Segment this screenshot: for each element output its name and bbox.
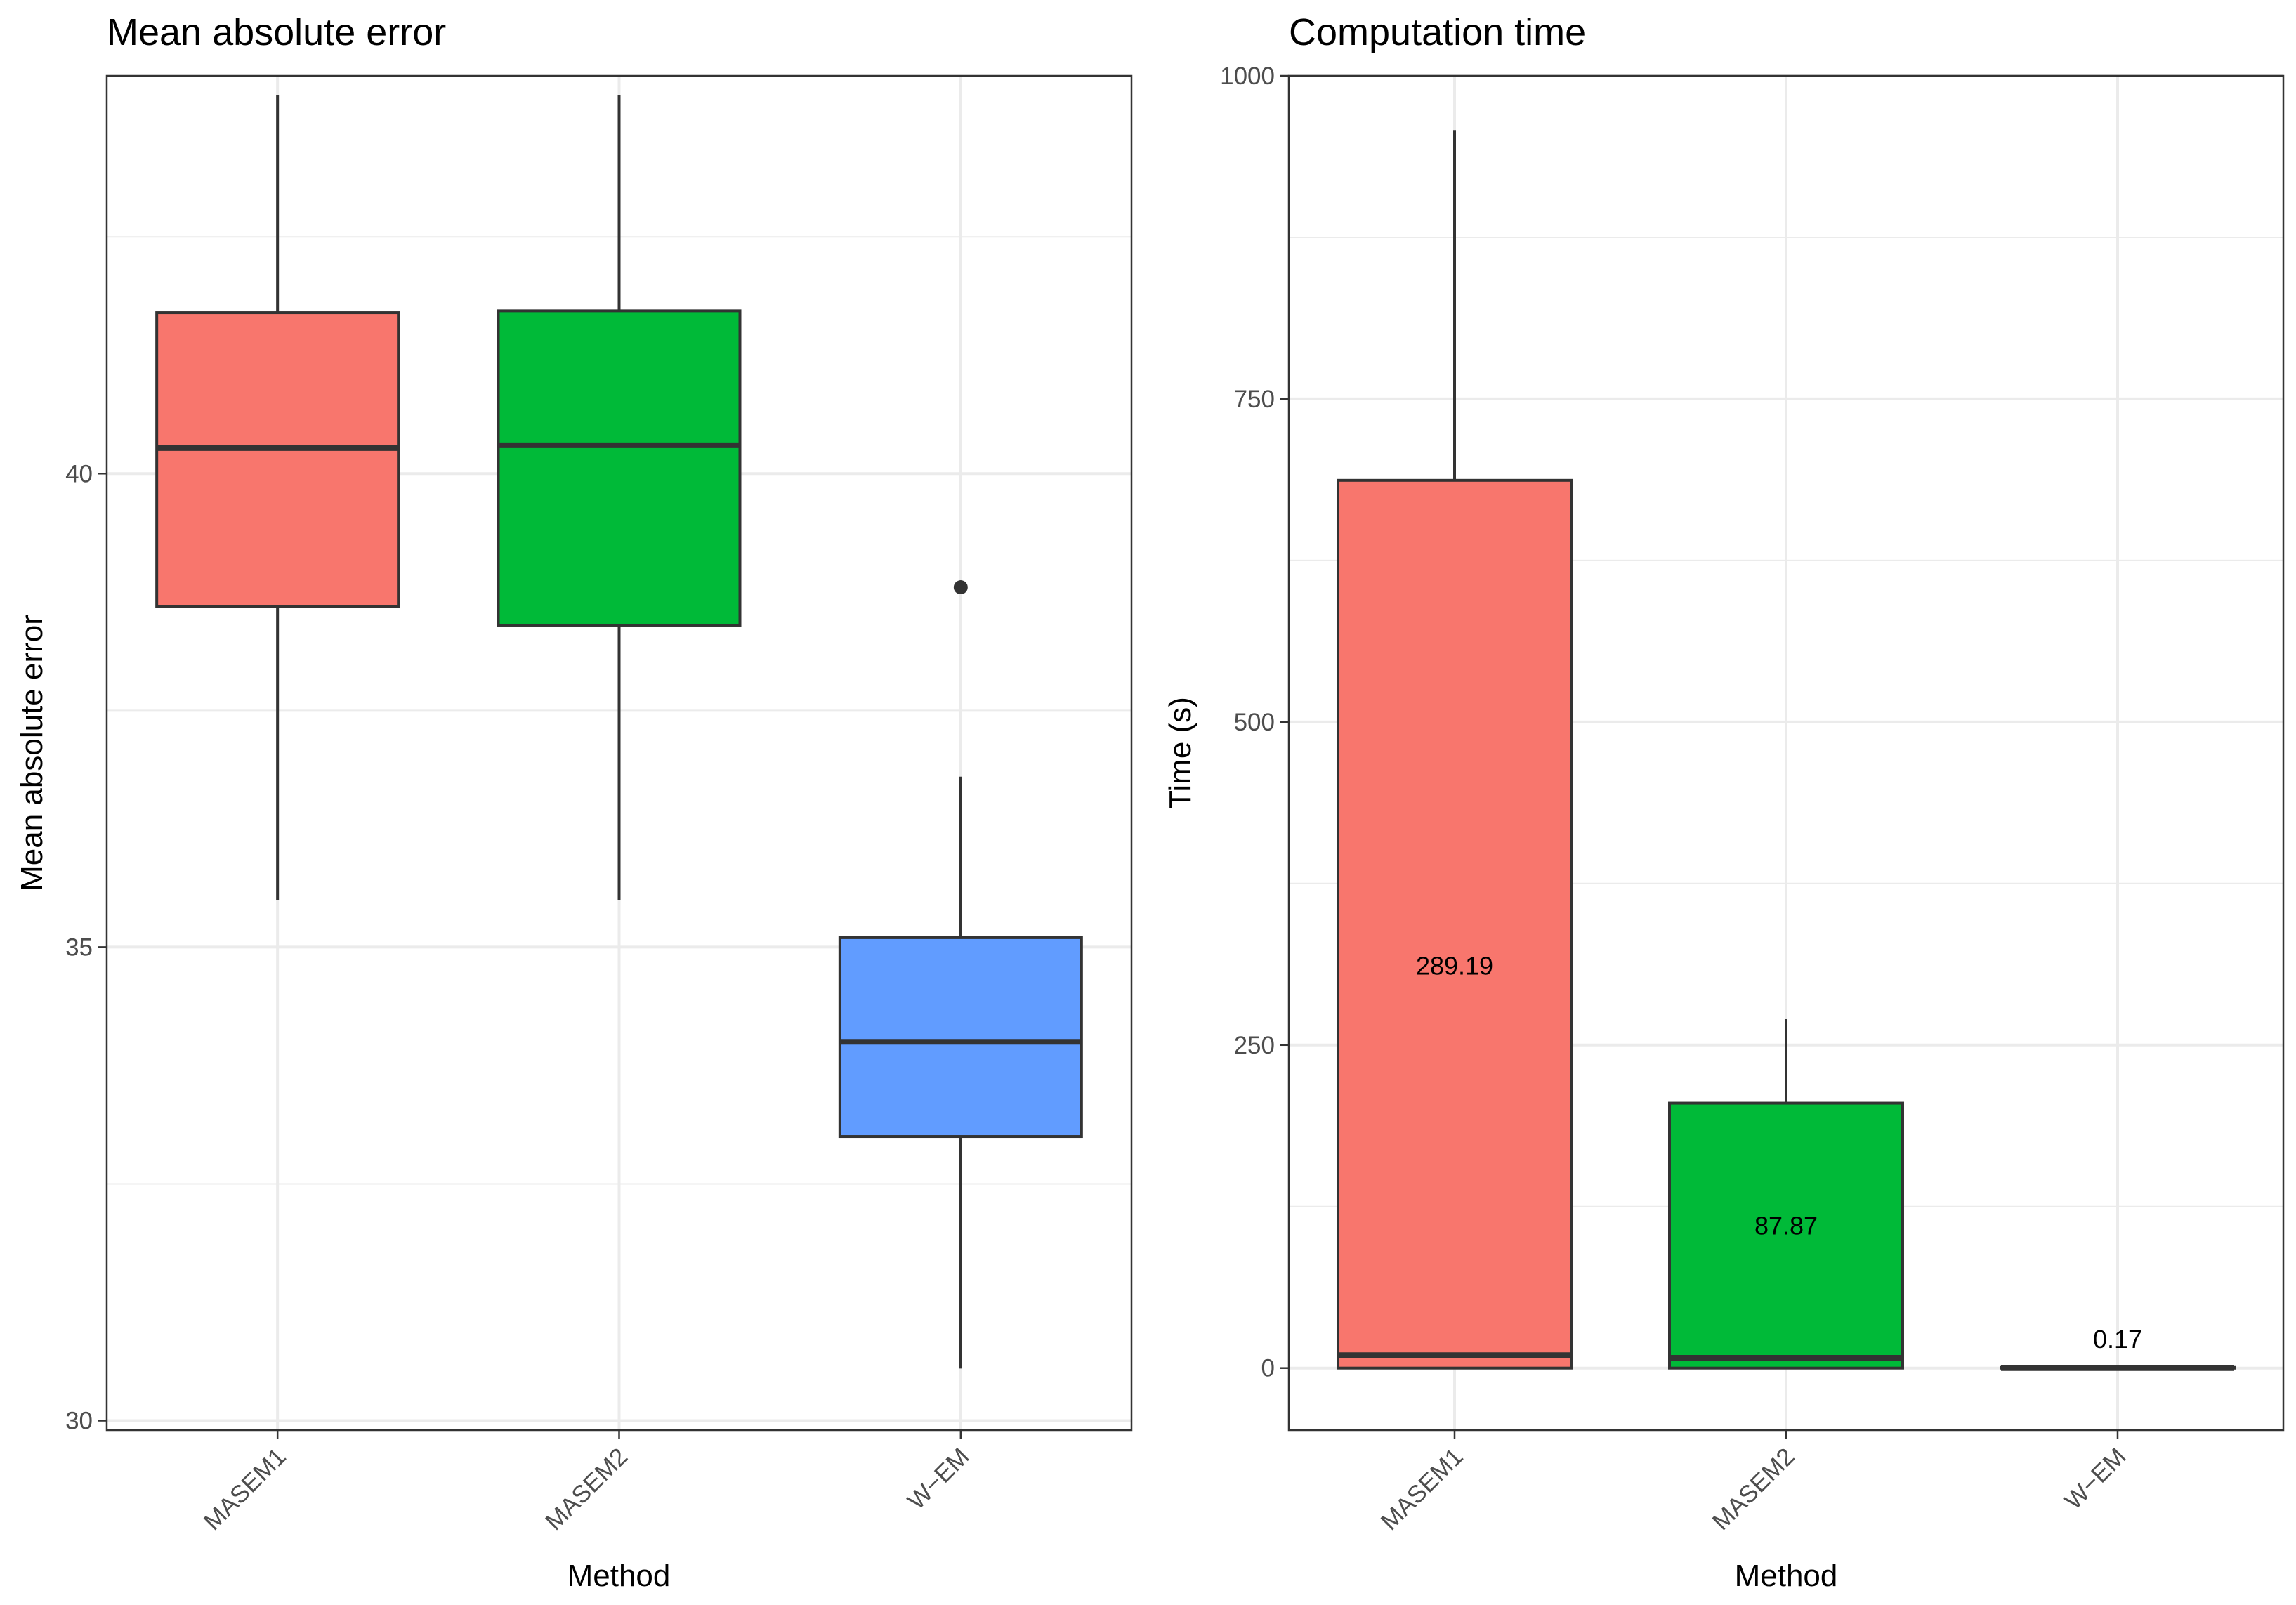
boxes-time: 289.19 87.87 0.17 — [1337, 130, 2236, 1371]
x-tick-label: MASEM2 — [1707, 1443, 1800, 1535]
box-body — [155, 311, 400, 608]
box-2: 0.17 — [2000, 1325, 2236, 1371]
x-tick-label: W−EM — [903, 1443, 975, 1515]
box-1 — [497, 94, 742, 900]
y-axis-time: 0 250 500 750 1000 — [1220, 63, 1289, 1382]
x-tick-label: MASEM2 — [540, 1443, 633, 1535]
y-tick-label: 0 — [1261, 1355, 1275, 1382]
box-body — [1337, 478, 1573, 1370]
box-2 — [838, 580, 1083, 1369]
x-axis-mae: MASEM1 MASEM2 W−EM — [199, 1430, 975, 1535]
x-tick-label: MASEM1 — [1376, 1443, 1469, 1535]
boxes-mae — [155, 94, 1083, 1369]
panel-time: Computation time 289.19 87.87 0.17 0 250 500… — [1163, 11, 2285, 1593]
box-1: 87.87 — [1668, 1018, 1904, 1370]
mean-label: 289.19 — [1416, 952, 1493, 981]
y-tick-label: 1000 — [1220, 63, 1275, 90]
y-tick-label: 500 — [1234, 709, 1275, 736]
y-tick-label: 40 — [65, 460, 93, 487]
box-body — [1668, 1101, 1904, 1370]
mean-label: 87.87 — [1754, 1211, 1818, 1240]
x-axis-title-time: Method — [1735, 1559, 1838, 1593]
panel-title-time: Computation time — [1289, 11, 1586, 53]
y-tick-label: 30 — [65, 1408, 93, 1435]
x-axis-title-mae: Method — [568, 1559, 671, 1593]
panel-mae: Mean absolute error 30 35 40 MASEM1 MASEM2 W… — [15, 11, 1133, 1593]
panel-title-mae: Mean absolute error — [107, 11, 446, 53]
y-axis-title-time: Time (s) — [1163, 697, 1198, 809]
y-tick-label: 750 — [1234, 386, 1275, 413]
box-body — [838, 936, 1083, 1139]
y-axis-title-mae: Mean absolute error — [15, 615, 49, 891]
y-tick-label: 250 — [1234, 1032, 1275, 1059]
x-tick-label: W−EM — [2059, 1443, 2132, 1515]
y-axis-mae: 30 35 40 — [65, 460, 107, 1435]
x-axis-time: MASEM1 MASEM2 W−EM — [1376, 1430, 2132, 1535]
x-tick-label: MASEM1 — [199, 1443, 291, 1535]
box-0 — [155, 94, 400, 900]
y-tick-label: 35 — [65, 933, 93, 961]
outlier-point — [953, 580, 968, 595]
box-0: 289.19 — [1337, 130, 1573, 1370]
box-body — [497, 309, 742, 627]
mean-label: 0.17 — [2093, 1325, 2142, 1354]
